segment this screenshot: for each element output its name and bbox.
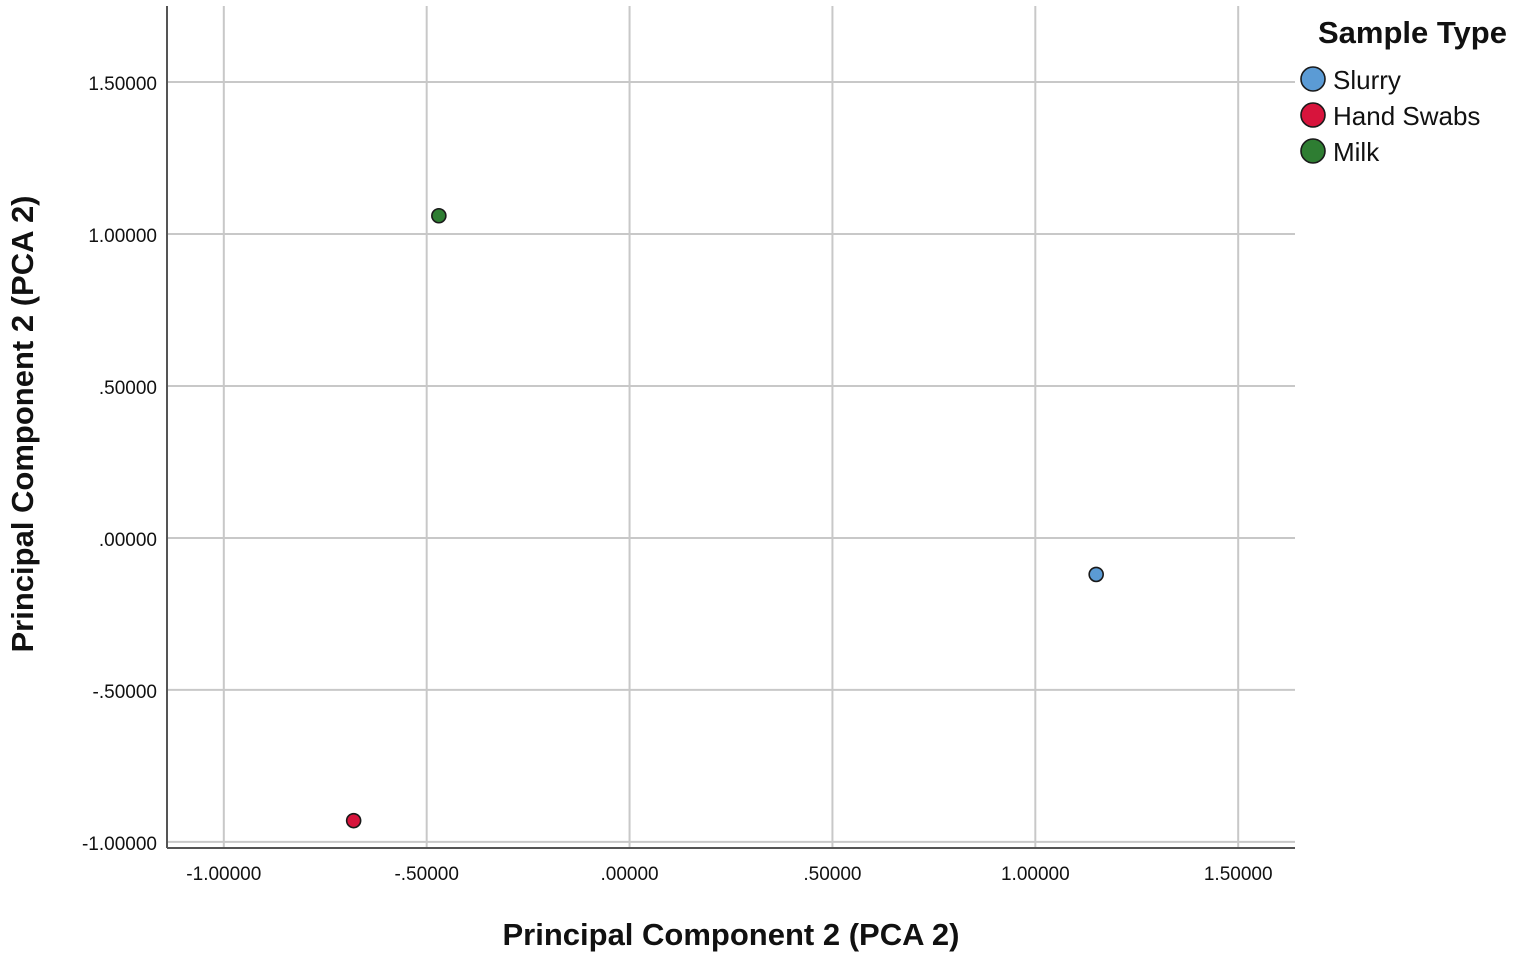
data-points xyxy=(345,207,1104,829)
x-tick-labels: -1.00000 -.50000 .00000 .50000 1.00000 1.5000… xyxy=(186,864,1272,885)
y-tick-label: -1.00000 xyxy=(82,834,157,855)
y-tick-label: .50000 xyxy=(99,378,157,399)
y-tick-label: 1.00000 xyxy=(88,226,157,247)
y-axis-title: Principal Component 2 (PCA 2) xyxy=(5,195,40,652)
x-tick-label: .50000 xyxy=(803,864,861,885)
legend-marker-slurry xyxy=(1300,66,1326,92)
data-point-hand-swabs xyxy=(345,812,362,829)
y-tick-label: .00000 xyxy=(99,530,157,551)
data-point-slurry xyxy=(1088,566,1104,583)
axes xyxy=(166,6,1295,849)
y-tick-label: -.50000 xyxy=(93,682,157,703)
x-tick-label: -.50000 xyxy=(394,864,458,885)
x-tick-label: 1.50000 xyxy=(1204,864,1273,885)
grid-lines xyxy=(167,6,1295,848)
legend-items: Slurry Hand Swabs Milk xyxy=(1300,65,1480,167)
legend-marker-hand-swabs xyxy=(1300,102,1326,128)
y-tick-labels: -1.00000 -.50000 .00000 .50000 1.00000 1.5000… xyxy=(82,74,157,855)
y-tick-label: 1.50000 xyxy=(88,74,157,95)
legend-label-slurry: Slurry xyxy=(1333,65,1401,95)
legend: Sample Type Slurry Hand Swabs Milk xyxy=(1300,15,1507,167)
legend-marker-milk xyxy=(1300,138,1326,164)
x-tick-label: 1.00000 xyxy=(1001,864,1070,885)
legend-label-milk: Milk xyxy=(1333,137,1380,167)
x-axis-title: Principal Component 2 (PCA 2) xyxy=(502,917,959,952)
x-tick-label: .00000 xyxy=(600,864,658,885)
x-tick-label: -1.00000 xyxy=(186,864,261,885)
legend-title: Sample Type xyxy=(1318,15,1507,50)
data-point-milk xyxy=(431,207,447,224)
legend-label-hand-swabs: Hand Swabs xyxy=(1333,101,1480,131)
